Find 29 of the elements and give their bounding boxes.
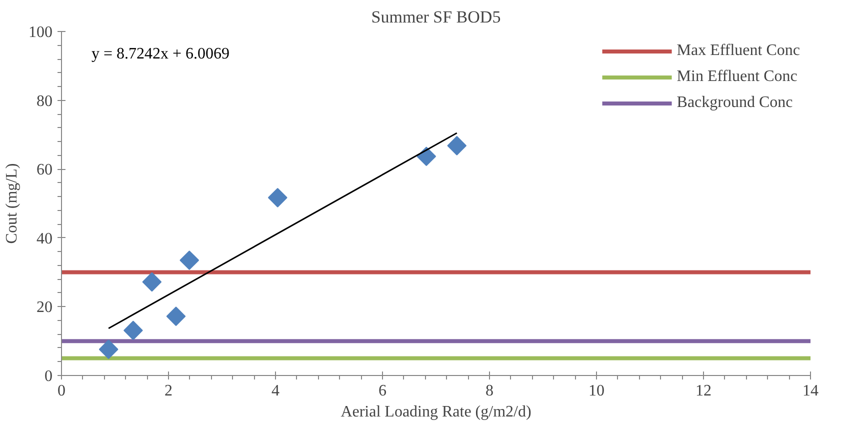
x-tick-label: 4 bbox=[272, 382, 280, 400]
point bbox=[166, 306, 186, 326]
x-axis-title: Aerial Loading Rate (g/m2/d) bbox=[340, 404, 532, 420]
y-tick-label: 60 bbox=[36, 162, 52, 179]
point bbox=[268, 188, 288, 208]
point bbox=[98, 340, 118, 360]
x-tick-label: 0 bbox=[58, 382, 66, 400]
x-tick-label: 10 bbox=[588, 382, 604, 400]
x-tick-label: 8 bbox=[486, 382, 494, 400]
chart-title: Summer SF BOD5 bbox=[371, 8, 501, 26]
y-tick-label: 100 bbox=[28, 24, 52, 41]
x-tick-label: 2 bbox=[164, 382, 172, 400]
x-tick-label: 14 bbox=[802, 382, 818, 400]
y-axis-title: Cout (mg/L) bbox=[4, 163, 20, 244]
point bbox=[142, 272, 162, 292]
annotation: y = 8.7242x + 6.0069 bbox=[91, 45, 230, 62]
legend-label: Min Effluent Conc bbox=[676, 68, 798, 86]
point bbox=[124, 320, 143, 340]
y-tick-label: 20 bbox=[36, 299, 52, 316]
x-tick-label: 12 bbox=[696, 382, 712, 400]
x-tick-label: 6 bbox=[378, 382, 386, 400]
y-tick-label: 0 bbox=[44, 368, 52, 385]
y-tick-label: 40 bbox=[36, 230, 52, 248]
point bbox=[416, 146, 436, 166]
legend-label: Background Conc bbox=[676, 94, 793, 112]
legend-label: Max Effluent Conc bbox=[676, 42, 800, 60]
y-tick-label: 80 bbox=[36, 92, 52, 110]
point bbox=[447, 136, 467, 156]
point bbox=[180, 250, 200, 270]
